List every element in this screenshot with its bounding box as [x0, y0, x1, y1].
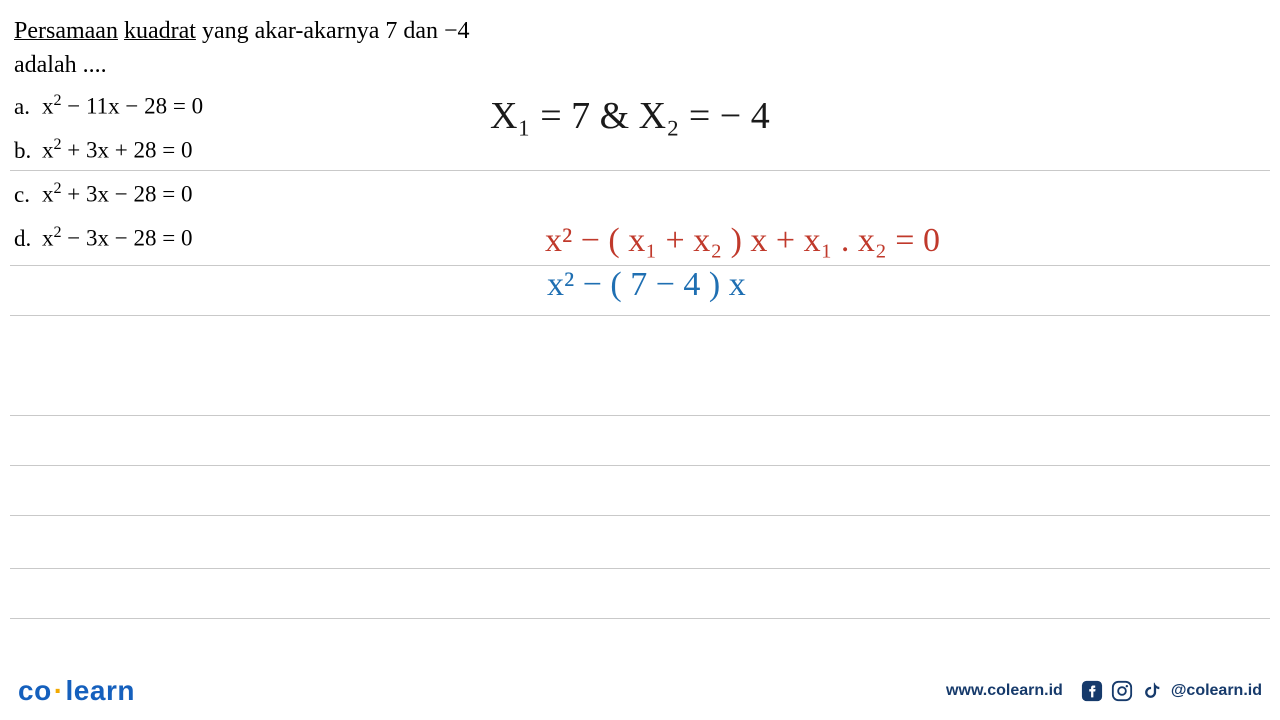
page: Persamaan kuadrat yang akar-akarnya 7 da…	[0, 0, 1280, 720]
footer-url[interactable]: www.colearn.id	[946, 682, 1063, 700]
question-word-kuadrat: kuadrat	[124, 18, 196, 44]
handwriting-substitution: x² − ( 7 − 4 ) x	[547, 266, 746, 304]
logo-dot: ·	[52, 675, 66, 706]
rule-line	[10, 315, 1270, 316]
footer: co·learn www.colearn.id @colearn.id	[0, 662, 1280, 720]
rule-line	[10, 465, 1270, 466]
option-b[interactable]: b. x2 + 3x + 28 = 0	[14, 136, 203, 180]
question-line-2: adalah ....	[14, 48, 474, 82]
option-equation: x2 + 3x − 28 = 0	[42, 180, 192, 208]
question-line-1: Persamaan kuadrat yang akar-akarnya 7 da…	[14, 14, 474, 48]
options-list: a. x2 − 11x − 28 = 0 b. x2 + 3x + 28 = 0…	[14, 92, 203, 268]
rule-line	[10, 618, 1270, 619]
social-handle[interactable]: @colearn.id	[1171, 682, 1262, 700]
social-icons: @colearn.id	[1081, 680, 1262, 702]
rule-line	[10, 515, 1270, 516]
option-c[interactable]: c. x2 + 3x − 28 = 0	[14, 180, 203, 224]
option-equation: x2 − 3x − 28 = 0	[42, 224, 192, 252]
option-letter: b.	[14, 138, 42, 164]
facebook-icon[interactable]	[1081, 680, 1103, 702]
logo-text-left: co	[18, 675, 52, 706]
logo-text-right: learn	[66, 675, 135, 706]
option-letter: d.	[14, 226, 42, 252]
tiktok-icon[interactable]	[1141, 680, 1163, 702]
option-letter: c.	[14, 182, 42, 208]
option-d[interactable]: d. x2 − 3x − 28 = 0	[14, 224, 203, 268]
handwriting-roots: X₁ = 7 & X₂ = − 4	[490, 94, 770, 138]
option-equation: x2 − 11x − 28 = 0	[42, 92, 203, 120]
question-word-persamaan: Persamaan	[14, 18, 118, 44]
handwriting-formula: x² − ( x₁ + x₂ ) x + x₁ . x₂ = 0	[545, 222, 940, 260]
option-letter: a.	[14, 94, 42, 120]
footer-right: www.colearn.id @colearn.id	[946, 680, 1262, 702]
rule-line	[10, 568, 1270, 569]
question-rest: yang akar-akarnya 7 dan −4	[202, 18, 470, 44]
question-block: Persamaan kuadrat yang akar-akarnya 7 da…	[14, 14, 474, 82]
option-equation: x2 + 3x + 28 = 0	[42, 136, 192, 164]
logo: co·learn	[18, 675, 135, 707]
option-a[interactable]: a. x2 − 11x − 28 = 0	[14, 92, 203, 136]
instagram-icon[interactable]	[1111, 680, 1133, 702]
rule-line	[10, 415, 1270, 416]
